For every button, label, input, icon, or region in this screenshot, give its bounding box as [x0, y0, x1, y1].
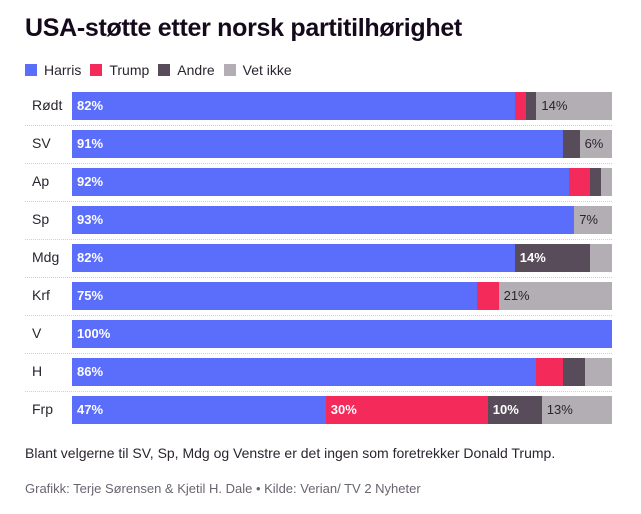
- category-label: V: [32, 325, 42, 341]
- row-separator: [25, 277, 612, 278]
- row-separator: [25, 391, 612, 392]
- row-separator: [25, 315, 612, 316]
- data-label: 21%: [503, 288, 530, 303]
- stacked-bar: 82% 14%: [72, 92, 612, 120]
- stacked-bar: 75% 21%: [72, 282, 612, 310]
- bar-row: Rødt 82% 14%: [0, 92, 641, 120]
- stacked-bar: 100%: [72, 320, 612, 348]
- legend-label: Andre: [177, 62, 215, 78]
- bar-segment-vet-ikke: [601, 168, 612, 196]
- bar-segment-harris: 75%: [72, 282, 477, 310]
- data-label: 6%: [584, 136, 604, 151]
- category-label: Rødt: [32, 97, 63, 113]
- bar-segment-vet-ikke: 21%: [498, 282, 612, 310]
- bar-segment-harris: 92%: [72, 168, 569, 196]
- legend-swatch: [25, 64, 37, 76]
- bar-segment-vet-ikke: 6%: [579, 130, 612, 158]
- bar-segment-harris: 91%: [72, 130, 564, 158]
- data-label: 47%: [77, 402, 104, 417]
- legend-label: Harris: [44, 62, 82, 78]
- bar-segment-vet-ikke: [590, 244, 612, 272]
- bar-row: Sp 93% 7%: [0, 206, 641, 234]
- bar-row: V 100%: [0, 320, 641, 348]
- data-label: 7%: [579, 212, 598, 227]
- bar-row: Ap 92%: [0, 168, 641, 196]
- data-label: 82%: [77, 250, 104, 265]
- data-label: 14%: [519, 250, 546, 265]
- legend-swatch: [158, 64, 171, 76]
- bar-segment-andre: 14%: [514, 244, 591, 272]
- legend-item: Vet ikke: [223, 62, 292, 78]
- bar-segment-vet-ikke: [584, 358, 612, 386]
- bar-segment-harris: 93%: [72, 206, 575, 234]
- legend-item: Andre: [158, 62, 215, 78]
- legend-label: Vet ikke: [242, 62, 292, 78]
- bar-segment-trump: 30%: [325, 396, 488, 424]
- bar-segment-trump: [536, 358, 564, 386]
- data-label: 10%: [492, 402, 519, 417]
- data-label: 75%: [77, 288, 104, 303]
- bar-row: Mdg 82% 14%: [0, 244, 641, 272]
- data-label: 91%: [77, 136, 104, 151]
- bar-segment-trump: [514, 92, 526, 120]
- row-separator: [25, 163, 612, 164]
- bar-row: SV 91% 6%: [0, 130, 641, 158]
- bar-segment-harris: 100%: [72, 320, 612, 348]
- data-label: 30%: [330, 402, 357, 417]
- chart-credit: Grafikk: Terje Sørensen & Kjetil H. Dale…: [25, 481, 421, 496]
- data-label: 92%: [77, 174, 104, 189]
- row-separator: [25, 125, 612, 126]
- data-label: 14%: [541, 98, 568, 113]
- row-separator: [25, 239, 612, 240]
- stacked-bar: 92%: [72, 168, 612, 196]
- category-label: Krf: [32, 287, 50, 303]
- bar-segment-harris: 82%: [72, 244, 515, 272]
- category-label: Mdg: [32, 249, 60, 265]
- data-label: 93%: [77, 212, 104, 227]
- data-label: 13%: [546, 402, 573, 417]
- bar-segment-andre: 10%: [487, 396, 542, 424]
- bar-segment-andre: [563, 130, 580, 158]
- data-label: 82%: [77, 98, 104, 113]
- bar-segment-harris: 86%: [72, 358, 537, 386]
- bar-segment-andre: [525, 92, 537, 120]
- bar-segment-trump: [477, 282, 499, 310]
- category-label: H: [32, 363, 43, 379]
- category-label: Ap: [32, 173, 50, 189]
- bar-row: H 86%: [0, 358, 641, 386]
- bar-segment-vet-ikke: 14%: [536, 92, 612, 120]
- stacked-bar: 82% 14%: [72, 244, 612, 272]
- bar-segment-trump: [568, 168, 591, 196]
- category-label: Sp: [32, 211, 50, 227]
- row-separator: [25, 201, 612, 202]
- bar-segment-andre: [563, 358, 585, 386]
- chart-note: Blant velgerne til SV, Sp, Mdg og Venstr…: [25, 445, 556, 461]
- legend-swatch: [90, 64, 103, 76]
- category-label: SV: [32, 135, 51, 151]
- bar-segment-vet-ikke: 13%: [541, 396, 612, 424]
- bar-row: Krf 75% 21%: [0, 282, 641, 310]
- bar-segment-vet-ikke: 7%: [574, 206, 612, 234]
- stacked-bar: 93% 7%: [72, 206, 612, 234]
- row-separator: [25, 353, 612, 354]
- legend-label: Trump: [109, 62, 150, 78]
- bar-row: Frp 47% 30% 10% 13%: [0, 396, 641, 424]
- stacked-bar: 47% 30% 10% 13%: [72, 396, 612, 424]
- legend-swatch: [223, 64, 236, 76]
- stacked-bar: 86%: [72, 358, 612, 386]
- legend-item: Harris: [25, 62, 81, 78]
- data-label: 86%: [77, 364, 104, 379]
- legend-item: Trump: [90, 62, 149, 78]
- bar-segment-harris: 47%: [72, 396, 326, 424]
- category-label: Frp: [32, 401, 53, 417]
- bar-segment-andre: [590, 168, 602, 196]
- data-label: 100%: [77, 326, 111, 341]
- stacked-bar: 91% 6%: [72, 130, 612, 158]
- legend: Harris Trump Andre Vet ikke: [25, 62, 301, 78]
- bar-segment-harris: 82%: [72, 92, 515, 120]
- chart-title: USA-støtte etter norsk partitilhørighet: [25, 14, 462, 42]
